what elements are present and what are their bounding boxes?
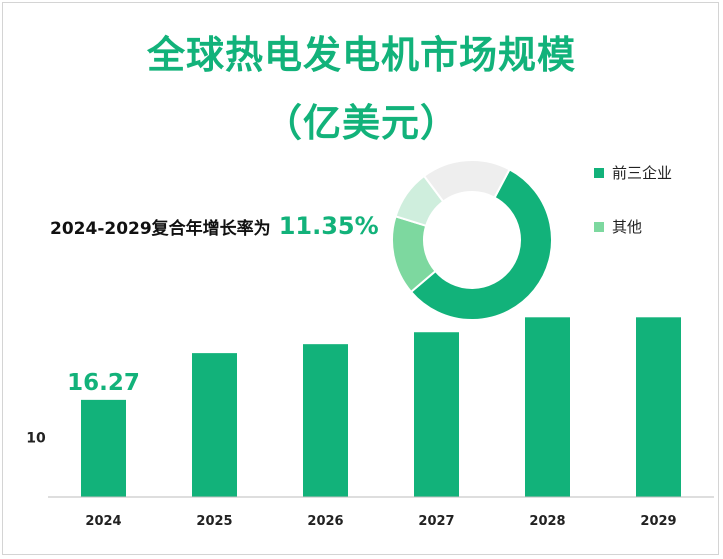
x-tick-2024: 2024 — [85, 514, 121, 529]
legend-item-other: 其他 — [594, 216, 642, 237]
donut-slice-3 — [422, 159, 511, 203]
legend-label-other: 其他 — [612, 218, 643, 236]
data-label-2024: 16.27 — [67, 370, 140, 396]
legend-swatch-top3 — [594, 167, 604, 178]
bar-2029 — [636, 317, 681, 497]
x-tick-2029: 2029 — [640, 514, 676, 529]
bar-2025 — [192, 353, 237, 497]
y-tick-label: 10 — [26, 430, 46, 446]
legend-label-top3: 前三企业 — [612, 164, 673, 182]
cagr-value: 11.35% — [278, 212, 379, 240]
x-tick-labels: 2024 2025 2026 2027 2028 2029 — [85, 514, 676, 529]
x-tick-2028: 2028 — [529, 514, 565, 529]
cagr-label: 2024-2029复合年增长率为 — [50, 219, 271, 239]
donut-chart — [391, 159, 553, 321]
legend-item-top3: 前三企业 — [594, 162, 672, 183]
chart-title-line2: （亿美元） — [263, 101, 459, 145]
donut-slice-0 — [409, 168, 553, 321]
x-tick-2026: 2026 — [307, 514, 343, 529]
x-tick-2025: 2025 — [196, 514, 232, 529]
bar-2026 — [303, 344, 348, 497]
x-tick-2027: 2027 — [418, 514, 454, 529]
bar-2027 — [414, 332, 459, 497]
bar-series: 10 16.27 — [26, 317, 681, 497]
chart-title-line1: 全球热电发电机市场规模 — [146, 33, 576, 77]
cagr-annotation: 2024-2029复合年增长率为 11.35% — [50, 212, 379, 240]
bar-2024 — [81, 399, 126, 497]
bar-2028 — [525, 317, 570, 497]
legend-swatch-other — [594, 221, 604, 232]
